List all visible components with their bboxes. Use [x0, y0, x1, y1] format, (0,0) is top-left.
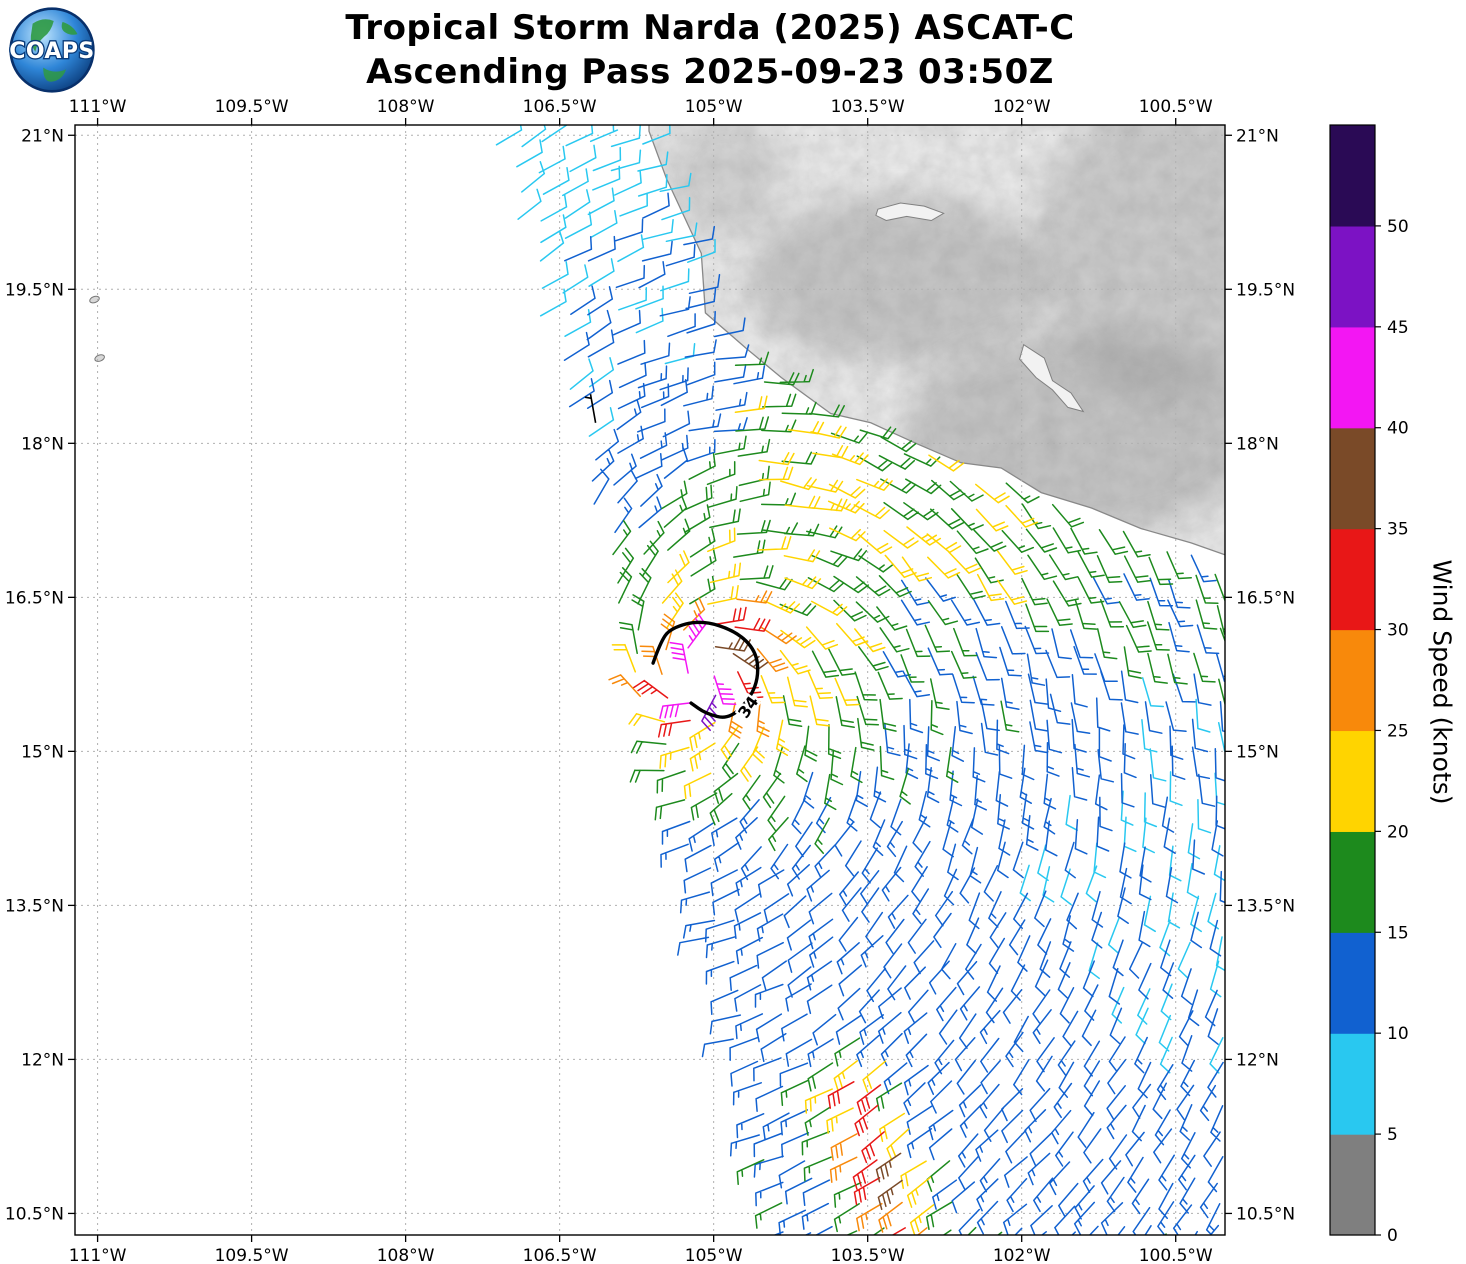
wind-barbs: [563, 192, 1225, 1235]
lon-tick-label-bottom: 106.5°W: [523, 1246, 597, 1264]
colorbar-tick-label: 25: [1387, 721, 1409, 741]
storm-34kt-contour: [651, 620, 760, 719]
lon-tick-label-bottom: 111°W: [69, 1246, 127, 1264]
lon-tick-label-top: 109.5°W: [215, 97, 289, 117]
lon-tick-label-bottom: 109.5°W: [215, 1246, 289, 1264]
colorbar-segment: [1330, 831, 1375, 933]
lat-tick-label-left: 13.5°N: [5, 896, 64, 916]
colorbar-tick-label: 5: [1387, 1125, 1398, 1145]
wind-barbs: [608, 590, 928, 1235]
lat-tick-label-right: 12°N: [1236, 1050, 1279, 1070]
colorbar-segment: [1330, 629, 1375, 732]
colorbar-segment: [1330, 125, 1375, 227]
colorbar-tick-label: 15: [1387, 923, 1409, 943]
colorbar-tick-label: 0: [1387, 1226, 1398, 1246]
colorbar-tick-label: 40: [1387, 419, 1409, 439]
colorbar-tick-label: 30: [1387, 621, 1409, 641]
lat-tick-label-right: 18°N: [1236, 434, 1279, 454]
axes-layer: 111°W 111°W 109.5°W 109.5°W 108°W 108°W 106.5°…: [5, 97, 1295, 1264]
lon-tick-label-bottom: 108°W: [377, 1246, 435, 1264]
colorbar-segment: [1330, 1134, 1375, 1236]
colorbar-segment: [1330, 730, 1375, 832]
lat-tick-label-left: 18°N: [21, 434, 64, 454]
coastline: [648, 125, 1225, 556]
colorbar-tick-label: 10: [1387, 1024, 1409, 1044]
lat-tick-label-left: 16.5°N: [5, 588, 64, 608]
lat-tick-label-right: 10.5°N: [1236, 1204, 1295, 1224]
colorbar-segment: [1330, 326, 1375, 429]
colorbar-segment: [1330, 1033, 1375, 1135]
wind-barbs: [611, 395, 1038, 1235]
coaps-logo-globe: COAPS: [8, 7, 96, 93]
lon-tick-label-top: 103.5°W: [831, 97, 905, 117]
wind-barbs: [659, 613, 737, 719]
lake-outline: [1019, 343, 1085, 413]
wind-barbs: [701, 694, 719, 732]
lon-tick-label-top: 105°W: [685, 97, 743, 117]
lat-tick-label-right: 13.5°N: [1236, 896, 1295, 916]
wind-barbs: [633, 606, 906, 1235]
colorbar-segment: [1330, 932, 1375, 1034]
colorbar-tick-label: 35: [1387, 520, 1409, 540]
lat-tick-label-left: 12°N: [21, 1050, 64, 1070]
lat-tick-label-left: 21°N: [21, 126, 64, 146]
colorbar-segment: [1330, 427, 1375, 530]
lat-tick-label-right: 16.5°N: [1236, 588, 1295, 608]
lon-tick-label-top: 106.5°W: [523, 97, 597, 117]
land-layer: [89, 125, 1225, 557]
island: [89, 295, 100, 304]
colorbar-tick-label: 45: [1387, 318, 1409, 338]
plot-area: 34: [75, 125, 1225, 1235]
lon-tick-label-bottom: 100.5°W: [1139, 1246, 1213, 1264]
lon-tick-label-top: 111°W: [69, 97, 127, 117]
lon-tick-label-top: 108°W: [377, 97, 435, 117]
coaps-logo: COAPS: [8, 6, 96, 94]
island: [94, 354, 105, 362]
lat-tick-label-left: 10.5°N: [5, 1204, 64, 1224]
wind-barbs: [612, 351, 1225, 1235]
lat-tick-label-right: 19.5°N: [1236, 280, 1295, 300]
colorbar-tick-label: 50: [1387, 217, 1409, 237]
colorbar-tick-label: 20: [1387, 822, 1409, 842]
colorbar-label: Wind Speed (knots): [1427, 559, 1457, 805]
lon-tick-label-bottom: 103.5°W: [831, 1246, 905, 1264]
lat-tick-label-left: 15°N: [21, 742, 64, 762]
colorbar: 0 5 10 15 20 25 30 35 40 45 50: [1329, 124, 1409, 1246]
lon-tick-label-bottom: 105°W: [685, 1246, 743, 1264]
logo-continent-shape: [30, 19, 54, 52]
lon-tick-label-bottom: 102°W: [993, 1246, 1051, 1264]
lat-tick-label-left: 19.5°N: [5, 280, 64, 300]
lake-outline: [875, 202, 945, 222]
logo-continent-shape: [61, 21, 78, 35]
wind-barbs-layer: [495, 125, 1225, 1235]
lat-tick-label-right: 15°N: [1236, 742, 1279, 762]
flagged-wind-barb: [584, 394, 597, 423]
lat-tick-label-right: 21°N: [1236, 126, 1279, 146]
logo-continent-shape: [43, 67, 67, 82]
wind-barbs: [495, 125, 1225, 1074]
colorbar-segment: [1330, 225, 1375, 328]
coaps-logo-text: COAPS: [9, 39, 94, 64]
colorbar-segment: [1330, 528, 1375, 631]
lon-tick-label-top: 102°W: [993, 97, 1051, 117]
lon-tick-label-top: 100.5°W: [1139, 97, 1213, 117]
